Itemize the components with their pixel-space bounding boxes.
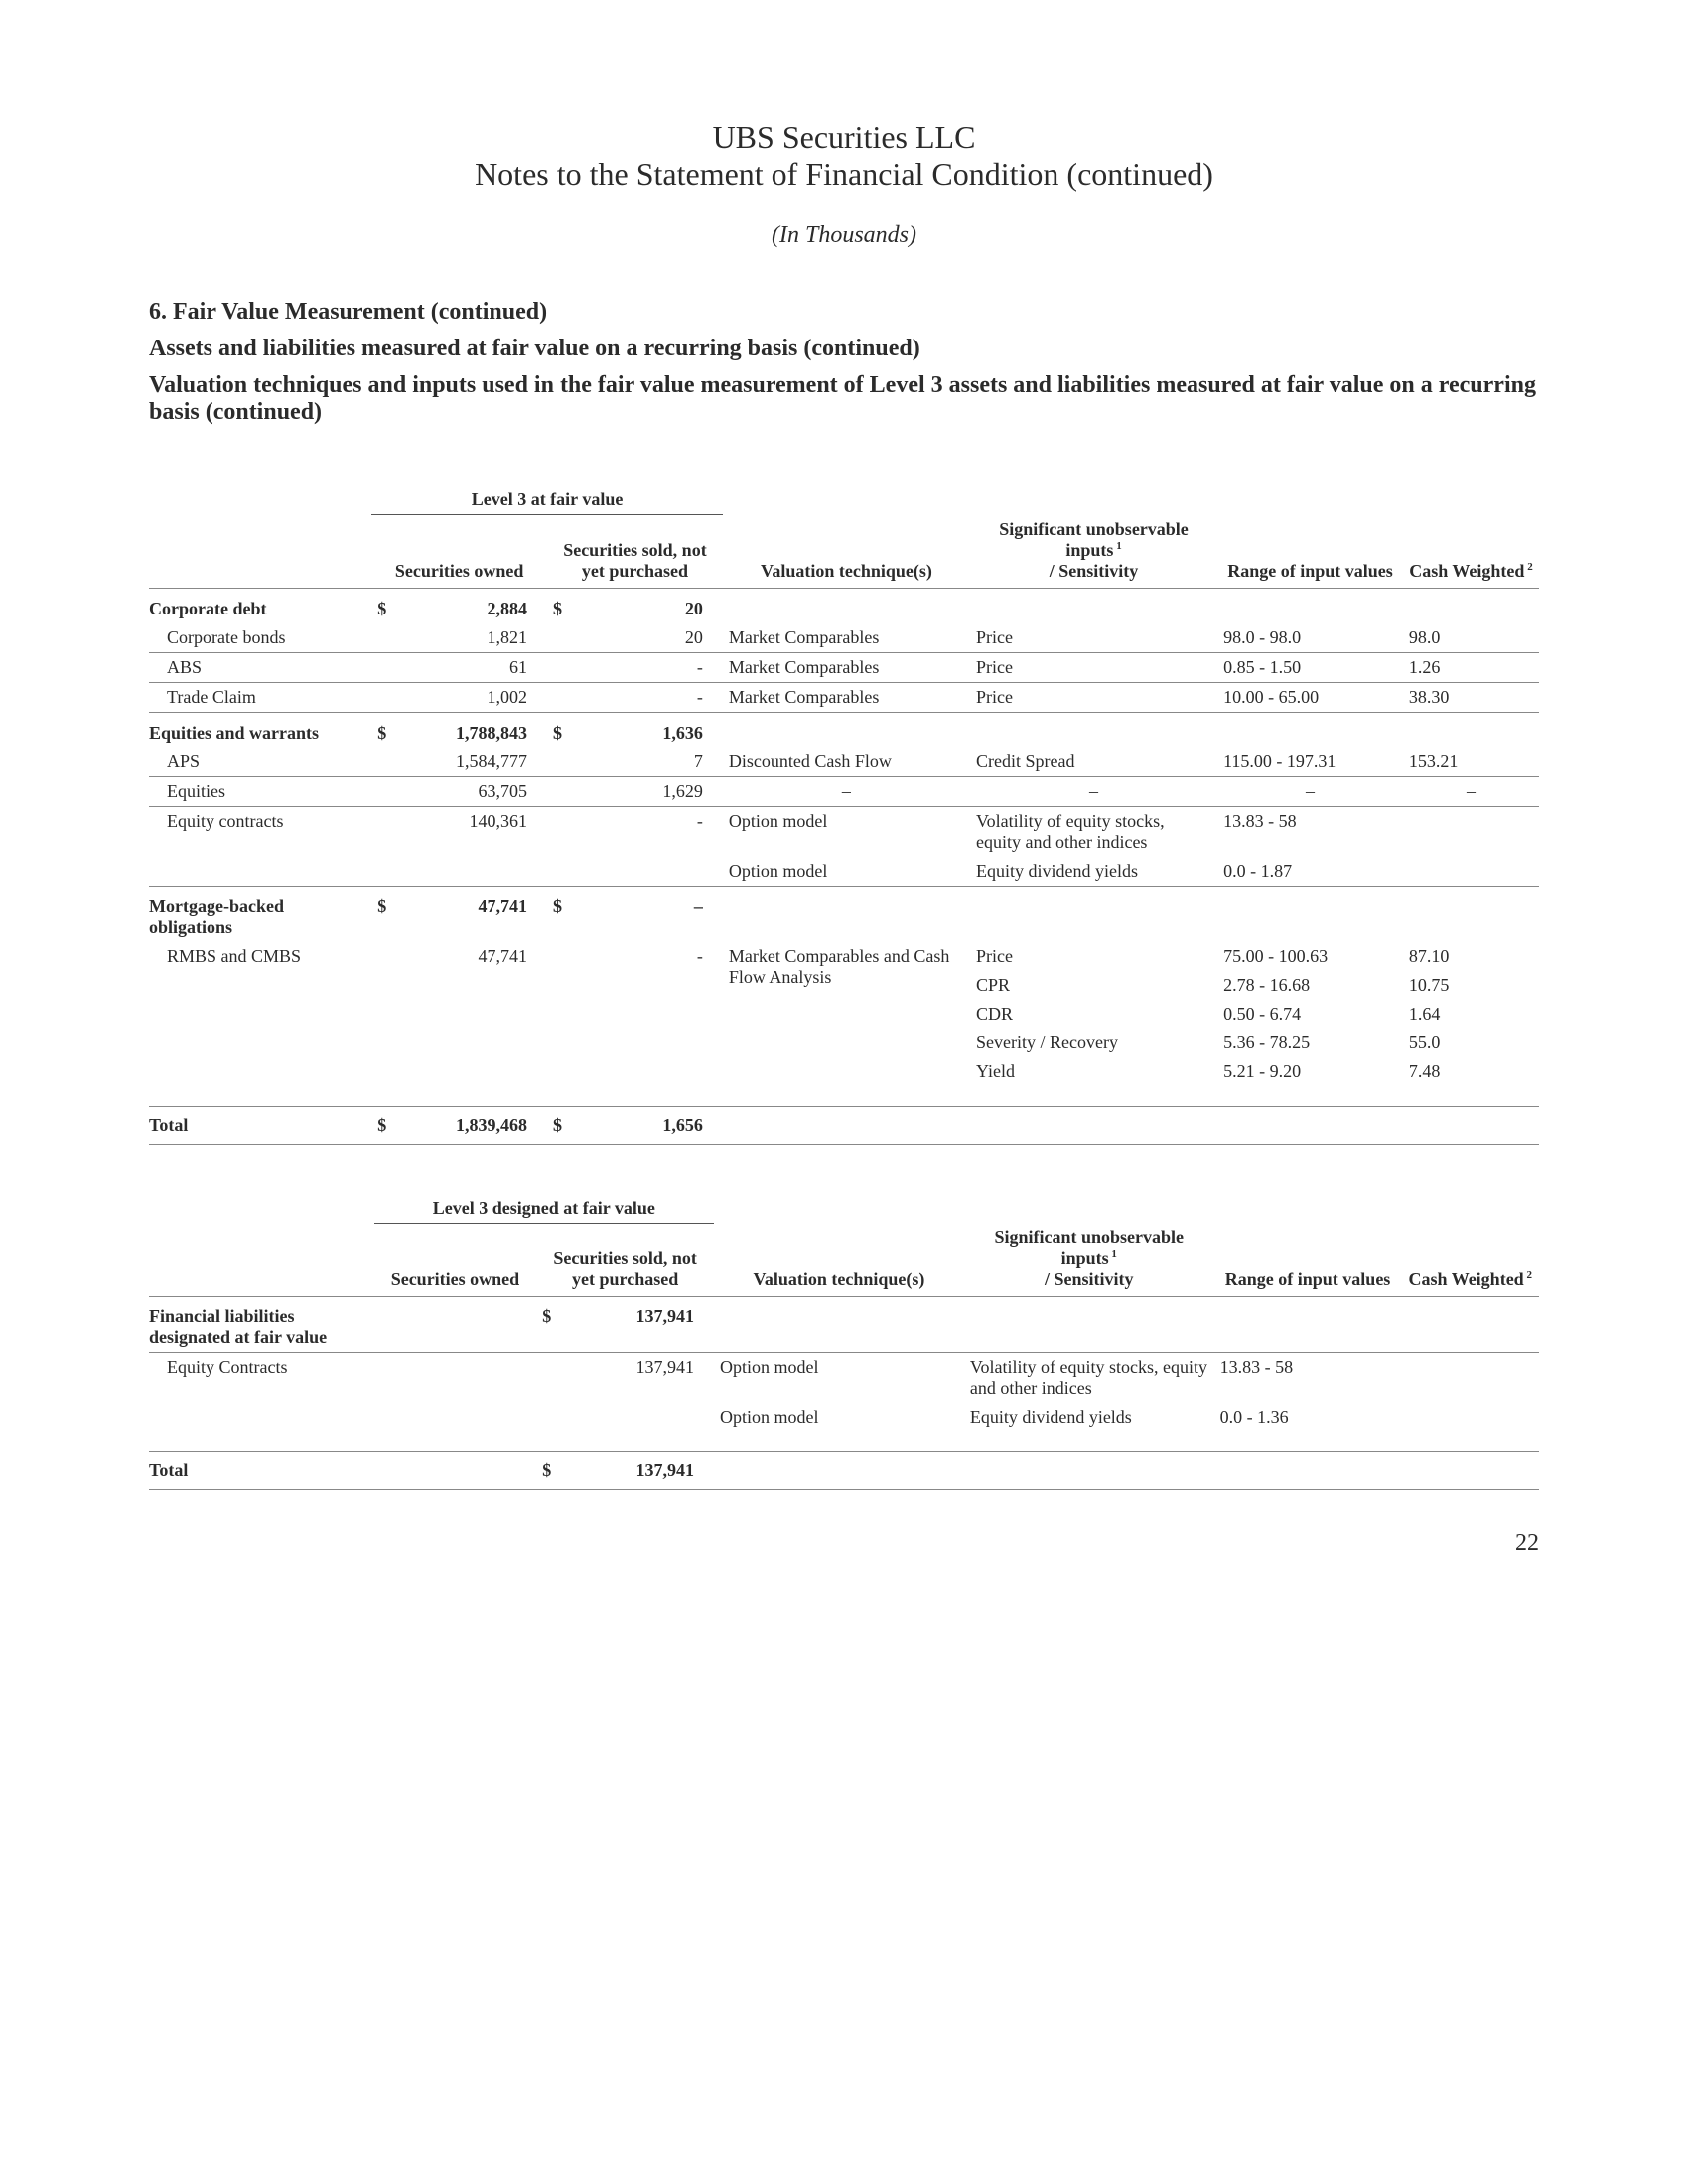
row-equity-contracts-liab: Equity Contracts 137,941 Option model Vo… bbox=[149, 1353, 1539, 1404]
col-tech: Valuation technique(s) bbox=[723, 515, 970, 589]
col2-tech: Valuation technique(s) bbox=[714, 1223, 964, 1297]
section-number: 6. Fair Value Measurement (continued) bbox=[149, 299, 1539, 326]
col2-range: Range of input values bbox=[1214, 1223, 1402, 1297]
col-weighted: Cash Weighted 2 bbox=[1403, 515, 1539, 589]
col2-inputs: Significant unobservable inputs 1/ Sensi… bbox=[964, 1223, 1214, 1297]
group-mbs: Mortgage-backed obligations $47,741 $– bbox=[149, 886, 1539, 942]
row-equities: Equities 63,705 1,629 – – – – bbox=[149, 776, 1539, 806]
company-name: UBS Securities LLC bbox=[149, 119, 1539, 156]
col2-weighted: Cash Weighted 2 bbox=[1401, 1223, 1539, 1297]
row-equity-contracts-2: Option model Equity dividend yields 0.0 … bbox=[149, 857, 1539, 887]
row-aps: APS 1,584,777 7 Discounted Cash Flow Cre… bbox=[149, 748, 1539, 777]
col2-sold: Securities sold, not yet purchased bbox=[536, 1223, 714, 1297]
section-heading-2: Valuation techniques and inputs used in … bbox=[149, 372, 1539, 426]
row-trade-claim: Trade Claim 1,002 - Market Comparables P… bbox=[149, 682, 1539, 712]
col-sold: Securities sold, not yet purchased bbox=[547, 515, 723, 589]
section-heading-1: Assets and liabilities measured at fair … bbox=[149, 336, 1539, 362]
doc-subtitle: Notes to the Statement of Financial Cond… bbox=[149, 156, 1539, 193]
col-inputs: Significant unobservable inputs 1/ Sensi… bbox=[970, 515, 1217, 589]
row-corporate-bonds: Corporate bonds 1,821 20 Market Comparab… bbox=[149, 623, 1539, 653]
row-abs: ABS 61 - Market Comparables Price 0.85 -… bbox=[149, 652, 1539, 682]
group-equities-warrants: Equities and warrants $1,788,843 $1,636 bbox=[149, 712, 1539, 748]
table2-total: Total $137,941 bbox=[149, 1452, 1539, 1490]
col-owned: Securities owned bbox=[371, 515, 547, 589]
table1-total: Total $1,839,468 $1,656 bbox=[149, 1106, 1539, 1144]
row-severity: Severity / Recovery 5.36 - 78.25 55.0 bbox=[149, 1028, 1539, 1057]
page-number: 22 bbox=[149, 1530, 1539, 1557]
table1-caption: Level 3 at fair value bbox=[371, 485, 723, 515]
col2-owned: Securities owned bbox=[374, 1223, 537, 1297]
level3-designed-table: Level 3 designed at fair value Securitie… bbox=[149, 1194, 1539, 1491]
row-equity-contracts: Equity contracts 140,361 - Option model … bbox=[149, 806, 1539, 857]
row-yield: Yield 5.21 - 9.20 7.48 bbox=[149, 1057, 1539, 1086]
units-label: (In Thousands) bbox=[149, 222, 1539, 249]
row-cdr: CDR 0.50 - 6.74 1.64 bbox=[149, 1000, 1539, 1028]
row-equity-contracts-liab-2: Option model Equity dividend yields 0.0 … bbox=[149, 1403, 1539, 1432]
group-corporate-debt: Corporate debt $2,884 $20 bbox=[149, 588, 1539, 623]
col-range: Range of input values bbox=[1217, 515, 1403, 589]
level3-table: Level 3 at fair value Securities owned S… bbox=[149, 485, 1539, 1145]
table2-caption: Level 3 designed at fair value bbox=[374, 1194, 714, 1224]
row-rmbs-cmbs: RMBS and CMBS 47,741 - Market Comparable… bbox=[149, 942, 1539, 971]
group-fin-liabilities: Financial liabilities designated at fair… bbox=[149, 1297, 1539, 1353]
